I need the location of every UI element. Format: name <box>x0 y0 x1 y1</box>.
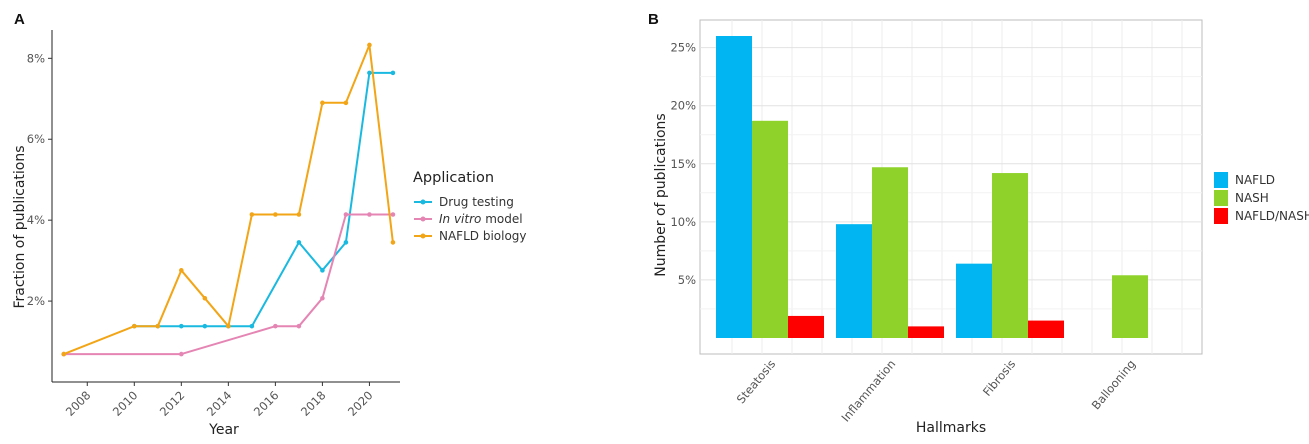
bar-b <box>992 173 1028 338</box>
data-point-a <box>249 323 255 329</box>
y-tick-label-a: 4% <box>27 213 45 227</box>
data-point-a <box>320 268 325 273</box>
legend-key-point-a <box>420 199 426 205</box>
y-tick-label-b: 15% <box>670 157 696 171</box>
legend-entry-b: NASH <box>1235 191 1269 205</box>
data-point-a <box>390 240 396 245</box>
x-tick-label-a: 2010 <box>110 388 141 419</box>
x-tick-label-a: 2014 <box>204 388 235 419</box>
x-tick-label-b: Inflammation <box>838 357 898 425</box>
x-tick-label-a: 2020 <box>345 388 376 419</box>
data-point-a <box>202 323 208 329</box>
y-tick-label-a: 8% <box>27 51 45 65</box>
data-point-a <box>296 212 302 217</box>
data-point-a <box>296 323 302 329</box>
data-point-a <box>61 351 67 357</box>
x-tick-label-b: Steatosis <box>734 357 779 406</box>
legend-key-point-a <box>420 233 426 239</box>
y-tick-label-a: 6% <box>27 132 45 146</box>
data-point-a <box>367 70 372 76</box>
legend-entry-a: NAFLD biology <box>439 229 527 243</box>
y-axis-title-a: Fraction of publications <box>12 145 28 308</box>
data-point-a <box>179 323 184 329</box>
line-chart-panel: A 2% 4% 6% 8% 2008 2010 2012 2014 2016 2018 2020 Y… <box>12 11 527 438</box>
data-point-a <box>202 295 208 301</box>
data-point-a <box>131 323 137 329</box>
legend-entry-italic-part: In vitro <box>439 212 481 226</box>
data-point-a <box>390 70 396 76</box>
legend-b: NAFLD NASH NAFLD/NASH <box>1214 172 1309 224</box>
x-tick-label-a: 2018 <box>298 388 329 419</box>
data-point-a <box>320 295 325 301</box>
legend-a: Application Drug testing In vitro model NA… <box>413 170 527 243</box>
data-point-a <box>367 42 372 48</box>
legend-key-point-a <box>420 216 426 222</box>
bar-b <box>716 36 752 338</box>
data-point-a <box>179 351 184 357</box>
x-tick-label-b: Ballooning <box>1089 357 1139 412</box>
series-line-a <box>63 44 394 356</box>
legend-entry-b: NAFLD <box>1235 173 1275 187</box>
x-tick-label-a: 2012 <box>157 388 188 419</box>
data-point-a <box>226 323 231 329</box>
data-point-a <box>249 212 255 217</box>
data-point-a <box>273 212 278 217</box>
y-axis-title-b: Number of publications <box>653 113 669 276</box>
y-tick-label-b: 10% <box>670 215 696 229</box>
data-point-a <box>273 323 278 329</box>
bar-b <box>788 315 824 338</box>
panel-label-a: A <box>14 11 25 28</box>
y-tick-label-b: 25% <box>670 41 696 55</box>
x-tick-label-a: 2016 <box>251 388 282 419</box>
y-tick-label-b: 20% <box>670 99 696 113</box>
x-axis-title-b: Hallmarks <box>916 420 986 436</box>
bar-b <box>1112 275 1148 338</box>
data-point-a <box>390 212 396 217</box>
x-tick-label-b: Fibrosis <box>980 357 1018 399</box>
legend-key-b <box>1214 208 1228 224</box>
y-tick-label-b: 5% <box>678 273 696 287</box>
data-point-a <box>179 268 184 273</box>
legend-entry-a: Drug testing <box>439 195 514 209</box>
bar-b <box>908 326 944 338</box>
data-point-a <box>343 212 349 217</box>
legend-key-b <box>1214 190 1228 206</box>
y-tick-label-a: 2% <box>27 294 45 308</box>
bar-b <box>1028 320 1064 338</box>
legend-entry-b: NAFLD/NASH <box>1235 209 1309 223</box>
data-point-a <box>367 212 372 217</box>
legend-entry-rest-part: model <box>481 212 522 226</box>
x-axis-title-a: Year <box>208 422 239 438</box>
data-point-a <box>343 240 349 245</box>
data-point-a <box>155 323 161 329</box>
panel-label-b: B <box>648 11 659 28</box>
series-line-a <box>63 213 393 356</box>
legend-entry-a: In vitro model <box>439 212 523 226</box>
data-point-a <box>296 240 302 245</box>
bar-b <box>956 263 992 338</box>
data-point-a <box>343 100 349 106</box>
legend-title-a: Application <box>413 170 494 186</box>
bar-chart-panel: B 5% 10% 15% 20% 25% Steatosis Inflammation Fib… <box>648 11 1309 436</box>
x-tick-label-a: 2008 <box>63 388 94 419</box>
bar-b <box>752 120 788 339</box>
data-point-a <box>320 100 325 106</box>
bar-b <box>836 224 872 338</box>
legend-key-b <box>1214 172 1228 188</box>
bar-b <box>872 167 908 338</box>
